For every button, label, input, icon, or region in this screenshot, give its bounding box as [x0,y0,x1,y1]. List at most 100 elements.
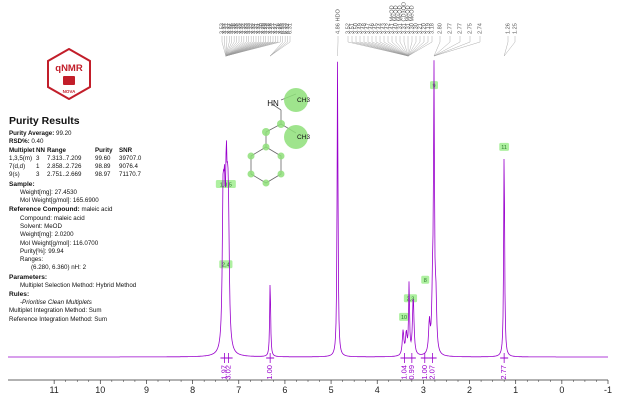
table-row: 1,3,5(m) 3 7.313..7.209 99.60 39707.0 [9,154,142,162]
peak-label-connector [408,41,429,57]
multiplet-tag: 2,4 [222,263,230,269]
ref-range-value: (6.280, 6.360) nH: 2 [31,264,87,272]
peak-label: 3.47 [365,23,371,34]
qnmr-logo: qNMR NOVA [46,47,92,101]
peak-label: 3.36 [232,23,238,34]
x-tick-label: 11 [49,385,58,395]
peak-label-connector [407,41,417,57]
integral-label: 3.02 [224,365,233,380]
integral-label: 1.04 [399,365,408,380]
peak-label-connector [224,41,227,57]
peak-label-connector [391,41,409,57]
peak-label: 3.29 [261,23,267,34]
peak-label: 3.37 [222,23,228,34]
peak-label: 3.49 [357,23,363,34]
peak-label-connector [225,41,240,57]
peak-label: 3.28 [268,23,274,34]
peak-label: 2.77 [447,23,453,34]
peak-label: 3.43 [381,23,387,34]
peak-label-connector [363,41,409,57]
peak-label-connector [503,41,516,57]
multiplet-tag: 2,3 [407,297,415,303]
multiplet-tag: 11 [501,145,507,151]
ref-compound: Compound: maleic acid [20,214,85,222]
peak-label-connector [408,41,433,57]
peak-label-connector [433,41,461,57]
x-tick-label: 9 [144,385,149,395]
ref-mol-weight: Mol Weight[g/mol]: 116.0700 [20,239,99,247]
peak-label-connector [383,41,409,57]
spectrum-trace [8,60,608,358]
peak-label-connector [379,41,409,57]
integral-label: 1.00 [265,365,274,380]
peak-label-connector [433,41,441,57]
peak-label: 3.37 [227,23,233,34]
table-row: 7(d,d) 1 2.858..2.726 98.89 9076.4 [9,163,138,171]
peak-label-connector [395,41,409,57]
x-tick-label: 0 [559,385,564,395]
logo-sub: NOVA [63,89,76,94]
peak-label: 3.40 MeOD [393,5,399,34]
x-tick-label: 2 [467,385,472,395]
peak-label: 3.53 [219,23,225,34]
peak-label-connector [359,41,409,57]
peak-label-fans: 3.533.373.373.373.363.363.353.353.343.34… [219,2,518,57]
peak-label: 3.31 MeOD [397,5,403,34]
rsd-label: RSD%: [9,138,30,146]
peak-label: 3.28 [266,23,272,34]
peak-label-connector [407,41,413,57]
ref-solvent: Solvent: MeOD [20,222,62,230]
peak-label: 3.26 [275,23,281,34]
reference-value: maleic acid [81,206,113,214]
peak-label: 3.19 [425,23,431,34]
x-tick-label: 4 [375,385,380,395]
rsd-value: 0.40 [31,138,44,146]
peak-label-connector [225,41,232,57]
peak-label-connector [221,41,227,57]
x-tick-label: 10 [95,385,105,395]
integral-label: 2.77 [499,365,508,380]
peak-label: 3.34 [241,23,247,34]
peak-label: 3.33 [244,23,250,34]
x-tick-label: 6 [282,385,287,395]
peak-label-connector [270,41,283,57]
peak-label: 3.50 [353,23,359,34]
param-selection-method: Multiplet Selection Method: Hybrid Metho… [20,281,137,289]
peak-label: 3.46 [369,23,375,34]
peak-label-connector [403,41,409,57]
peak-label: 3.35 [236,23,242,34]
peak-label: 2.80 [437,23,443,34]
x-tick-label: 8 [190,385,195,395]
peak-label-connector [225,41,281,57]
atom-ch3-n: CH3 [297,97,310,104]
peak-label-connector [225,41,235,57]
peak-label-connector [387,41,409,57]
peak-label: 3.37 [224,23,230,34]
multiplet-tag-bg [499,142,510,151]
ref-weight: Weight[mg]: 2.0200 [20,231,74,239]
peak-label-connector [399,41,409,57]
peak-label-connector [433,41,451,57]
peak-label: 3.21 [417,23,423,34]
peak-label: 3.31 CD3OD [401,2,407,34]
x-tick-label: 3 [421,385,426,395]
peak-label: 3.27 [270,23,276,34]
integral-marks: 1.973.02 1.00 1.040.99 1.002.07 2.77 [219,353,509,380]
peak-label: 3.42 [385,23,391,34]
peak-label: 3.52 [345,23,351,34]
purity-table-header: Multiplet NN Range Purity SNR [9,146,133,154]
x-tick-label: 1 [513,385,518,395]
integral-label: 2.07 [428,365,437,380]
peak-label: 6.32 [285,23,291,34]
peak-label: 2.77 [457,23,463,34]
rule-clean-multiplets: -Prioritise Clean Multiplets [20,299,92,307]
peak-label-connector [225,41,247,57]
peak-label-connector [408,41,425,57]
x-axis: 11 10 9 8 7 6 5 4 3 2 1 0 -1 [8,379,612,395]
integral-label: 0.99 [407,365,416,380]
peak-label-connector [270,41,291,57]
rule-reference-integration: Reference Integration Method: Sum [9,315,108,323]
atom-ch3-c: CH3 [297,134,310,141]
